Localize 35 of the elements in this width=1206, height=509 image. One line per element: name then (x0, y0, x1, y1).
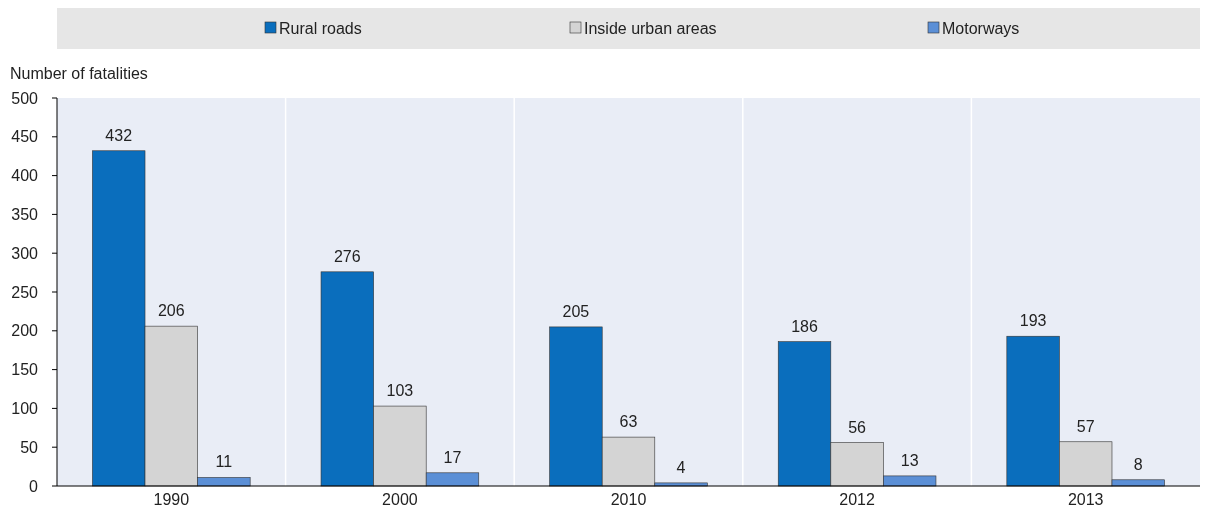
x-tick-label: 2013 (1067, 491, 1104, 508)
data-label: 63 (619, 413, 638, 431)
data-label: 193 (1019, 312, 1047, 330)
data-label: 186 (791, 317, 818, 335)
data-label: 103 (386, 382, 414, 400)
y-tick-label: 300 (11, 244, 39, 262)
data-label: 8 (1133, 455, 1143, 473)
data-label: 276 (333, 247, 361, 265)
y-tick-label: 0 (29, 477, 39, 495)
x-tick-label: 2012 (839, 491, 875, 508)
data-label: 17 (443, 448, 462, 466)
y-tick-label: 450 (11, 128, 39, 146)
y-tick-label: 200 (11, 322, 39, 340)
x-tick-label: 1990 (153, 491, 190, 508)
data-label: 206 (157, 302, 185, 320)
data-label: 205 (562, 302, 590, 320)
y-tick-label: 100 (11, 400, 39, 417)
y-tick-label: 150 (11, 361, 39, 379)
y-tick-label: 250 (11, 283, 39, 301)
legend-label: Rural roads (279, 19, 362, 37)
x-tick-label: 2000 (382, 491, 418, 508)
y-axis-title: Number of fatalities (10, 65, 148, 82)
data-label: 13 (900, 451, 919, 469)
y-tick-label: 400 (11, 167, 39, 185)
data-label: 57 (1076, 417, 1095, 435)
data-label: 4 (676, 458, 686, 476)
x-tick-label: 2010 (610, 491, 647, 508)
data-label: 11 (215, 453, 233, 471)
y-tick-label: 500 (11, 89, 39, 107)
data-label: 432 (105, 126, 133, 144)
y-tick-label: 50 (20, 438, 39, 456)
legend-label: Inside urban areas (584, 19, 717, 37)
y-tick-label: 350 (11, 206, 39, 223)
data-label: 56 (848, 418, 867, 436)
legend-label: Motorways (942, 19, 1020, 37)
